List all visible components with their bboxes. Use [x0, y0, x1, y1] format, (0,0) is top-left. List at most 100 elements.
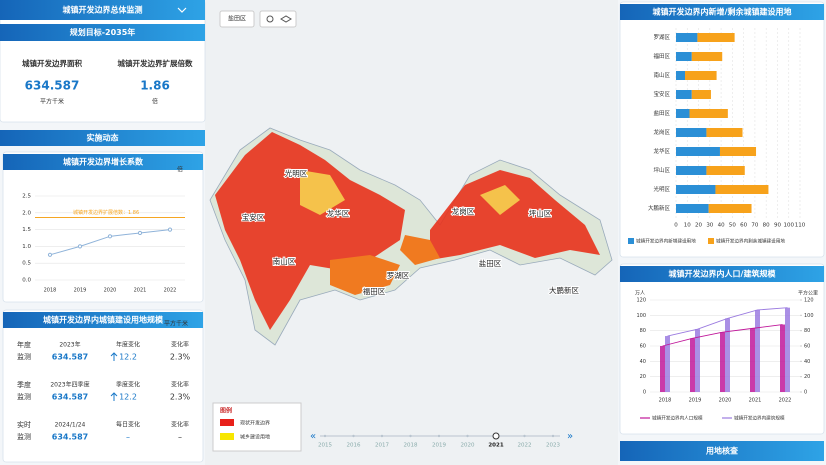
timeline-dot[interactable]: [492, 432, 500, 440]
rate: 2.3%: [170, 353, 191, 362]
collapse-icon[interactable]: [177, 7, 187, 13]
district-label: 龙华区: [327, 208, 350, 218]
bar: [690, 338, 695, 392]
district-label: 宝安区: [242, 212, 265, 222]
legend-label: 现状开发边界: [240, 420, 270, 427]
table-title: 城镇开发边界内城镇建设用地规模: [43, 315, 164, 325]
y-tick-label: 20: [640, 374, 646, 380]
y-tick-label: 南山区: [653, 71, 670, 79]
y-tick-label: 60: [640, 344, 646, 350]
change-label: 年度变化: [116, 341, 140, 349]
y-tick-label: 0: [643, 390, 646, 396]
district-label: 坪山区: [529, 208, 552, 218]
y2-unit: 平方公里: [798, 290, 818, 297]
map-land: [209, 127, 613, 346]
timeline-dot[interactable]: [551, 434, 555, 438]
bar: [780, 324, 785, 392]
bar: [719, 147, 757, 156]
bar: [725, 318, 730, 392]
bar: [708, 204, 752, 213]
district-label: 大鹏新区: [549, 285, 579, 295]
y2-tick-label: 40: [804, 359, 810, 365]
timeline-year: 2022: [518, 443, 532, 449]
y-tick-label: 2.5: [22, 194, 31, 200]
bar: [685, 71, 717, 80]
line: [667, 307, 788, 337]
district-select[interactable]: [219, 10, 255, 28]
rate-label: 变化率: [171, 381, 189, 389]
bar: [706, 128, 743, 137]
bar: [715, 185, 769, 194]
timeline-dot[interactable]: [409, 434, 412, 438]
stat-value: 1.86: [140, 79, 170, 93]
y2-tick-label: 60: [804, 344, 810, 350]
timeline-dot[interactable]: [323, 434, 327, 438]
x-tick-label: 40: [718, 223, 725, 229]
x-tick-label: 2022: [779, 398, 792, 404]
rate-label: 变化率: [171, 421, 189, 429]
layer-icon[interactable]: [280, 15, 292, 23]
section-header: 实施动态: [87, 133, 119, 143]
panel-header-bg: [0, 0, 205, 20]
footer-header: 用地核查: [705, 446, 739, 456]
chart-title: 城镇开发边界内人口/建筑规模: [669, 269, 777, 279]
y-tick-label: 2.0: [22, 210, 31, 216]
rate-label: 变化率: [171, 341, 189, 349]
timeline-dot[interactable]: [523, 434, 526, 438]
x-tick-label: 110: [795, 223, 806, 229]
chart-title-bg: [620, 266, 824, 282]
timeline-dot[interactable]: [466, 434, 469, 438]
map-legend: [212, 402, 302, 452]
x-tick-label: 50: [729, 223, 736, 229]
bar: [695, 329, 700, 392]
card: [2, 309, 204, 463]
y-tick-label: 盐田区: [653, 109, 670, 117]
timeline-prev[interactable]: «: [310, 431, 316, 442]
point: [137, 230, 143, 236]
timeline-next[interactable]: »: [567, 431, 573, 442]
y-tick-label: 100: [636, 313, 646, 319]
y-tick-label: 龙华区: [653, 147, 670, 155]
y-tick-label: 120: [636, 298, 646, 304]
value: 634.587: [52, 393, 88, 402]
goal-header: 规划目标-2035年: [70, 27, 136, 37]
bar: [676, 33, 698, 42]
timeline-dot[interactable]: [380, 434, 384, 438]
timeline-year: 2015: [318, 443, 332, 449]
bar: [691, 52, 723, 61]
district-select-label: 盐田区: [228, 15, 246, 23]
bar: [676, 90, 692, 99]
y-tick-label: 0.0: [22, 278, 31, 284]
timeline-dot[interactable]: [437, 434, 441, 438]
eye-icon[interactable]: [266, 15, 274, 23]
row-label: 监测: [17, 352, 31, 361]
period: 2024/1/24: [55, 422, 86, 429]
y-tick-label: 1.5: [22, 227, 31, 233]
footer-header-bg: [620, 441, 824, 461]
up-arrow: [110, 352, 118, 361]
legend-swatch: [220, 419, 234, 426]
timeline-year: 2023: [546, 443, 560, 449]
bar: [676, 71, 686, 80]
timeline-dot[interactable]: [352, 434, 355, 438]
x-tick-label: 2019: [74, 288, 87, 294]
y2-tick-label: 100: [804, 313, 814, 319]
y-tick-label: 宝安区: [653, 90, 670, 98]
bar: [676, 147, 720, 156]
chart-title: 城镇开发边界内新增/剩余城镇建设用地: [653, 7, 792, 17]
timeline-year: 2021: [488, 443, 503, 449]
bar: [750, 328, 755, 392]
change-label: 季度变化: [116, 381, 140, 389]
y-unit: 万人: [635, 291, 645, 297]
x-tick-label: 2020: [719, 398, 732, 404]
row-label: 季度: [17, 380, 31, 389]
timeline-year: 2016: [347, 443, 361, 449]
x-tick-label: 70: [751, 223, 758, 229]
district-label: 光明区: [285, 168, 308, 178]
map-tools[interactable]: [259, 10, 297, 28]
legend-label: 城镇开发边界内建筑规模: [734, 415, 785, 422]
legend-label: 城镇开发边界内剩余城镇建设用地: [716, 238, 785, 245]
table-unit: 平方千米: [164, 320, 188, 328]
x-tick-label: 2020: [104, 288, 117, 294]
row-label: 实时: [17, 420, 31, 429]
